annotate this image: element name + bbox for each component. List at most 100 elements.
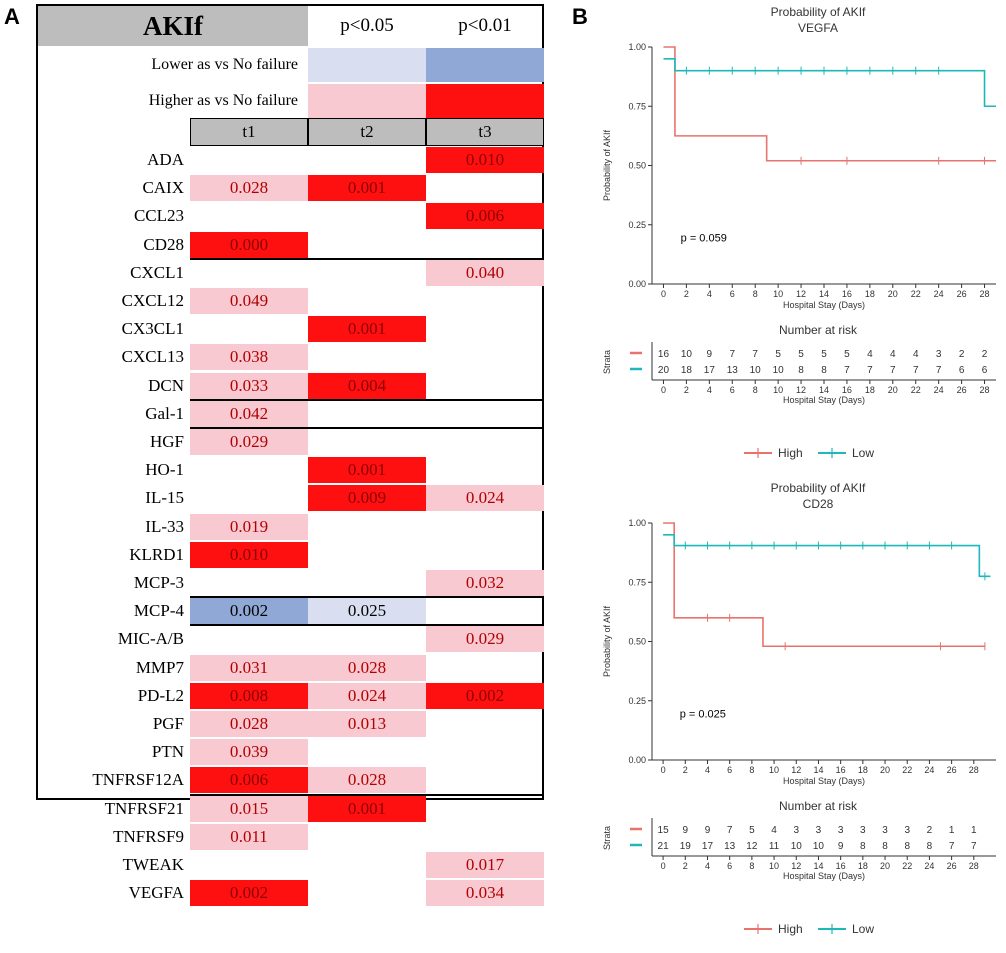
gene-label: TNFRSF9 [113, 826, 184, 846]
risk-count: 3 [882, 825, 888, 836]
table-row: HO-1 0.001 [38, 456, 542, 484]
x-tick-label: 12 [796, 289, 806, 299]
risk-count: 20 [658, 365, 670, 376]
table-row: CXCL1 0.040 [38, 259, 544, 287]
table-cell: 0.025 [308, 598, 426, 625]
x-tick-label: 6 [730, 289, 735, 299]
risk-count: 8 [860, 841, 866, 852]
gene-label: Gal-1 [145, 403, 184, 423]
risk-count: 7 [949, 841, 955, 852]
table-row: CX3CL1 0.001 [38, 315, 542, 343]
gene-label: VEGFA [128, 883, 184, 903]
x-tick-label: 28 [980, 289, 990, 299]
table-cell [426, 175, 544, 201]
risk-x-tick-label: 16 [842, 385, 852, 395]
risk-count: 7 [729, 349, 735, 360]
risk-count: 5 [798, 349, 804, 360]
gene-label: CXCL12 [121, 291, 184, 310]
x-tick-label: 4 [707, 289, 712, 299]
table-cell: 0.001 [308, 175, 426, 202]
risk-count: 10 [681, 349, 693, 360]
table-cell [190, 260, 308, 286]
gene-label: CX3CL1 [121, 319, 184, 339]
table-cell [190, 203, 308, 229]
table-cell: 0.006 [426, 203, 544, 230]
table-cell [190, 852, 308, 878]
table-cell: 0.001 [308, 316, 426, 343]
table-row: CCL23 0.006 [38, 202, 544, 230]
risk-count: 7 [890, 365, 896, 376]
gene-label: ADA [147, 150, 184, 169]
table-row: TWEAK 0.017 [38, 851, 544, 879]
x-tick-label: 20 [888, 289, 898, 299]
gene-label: TWEAK [122, 855, 184, 874]
table-cell: 0.038 [190, 344, 308, 371]
risk-x-tick-label: 28 [980, 385, 990, 395]
risk-count: 4 [913, 349, 919, 360]
gene-label: CAIX [142, 178, 184, 198]
x-tick-label: 26 [957, 289, 967, 299]
risk-x-tick-label: 4 [705, 861, 710, 871]
table-row: CXCL12 0.049 [38, 287, 542, 315]
gene-label: KLRD1 [129, 544, 184, 564]
table-row: DCN 0.033 0.004 [38, 372, 542, 400]
gene-label: CXCL1 [130, 262, 184, 282]
risk-count: 7 [867, 365, 873, 376]
x-tick-label: 18 [865, 289, 875, 299]
gene-label: CD28 [143, 234, 184, 254]
table-cell: 0.008 [190, 682, 308, 709]
risk-count: 3 [816, 825, 822, 836]
risk-count: 7 [913, 365, 919, 376]
legend-lower-weak-swatch [308, 48, 426, 82]
risk-count: 1 [971, 825, 977, 836]
gene-label: DCN [148, 375, 184, 395]
survival-curve-high [663, 522, 985, 648]
risk-x-tick-label: 18 [865, 385, 875, 395]
legend-lower-strong-swatch [426, 48, 544, 82]
risk-x-tick-label: 24 [934, 385, 944, 395]
table-cell [426, 824, 544, 850]
risk-x-tick-label: 6 [727, 861, 732, 871]
x-tick-label: 10 [773, 289, 783, 299]
table-cell: 0.024 [308, 682, 426, 709]
legend-lower-label: Lower as vs No failure [151, 56, 298, 73]
gene-label: HGF [149, 432, 184, 451]
risk-count: 9 [838, 841, 844, 852]
risk-x-tick-label: 8 [749, 861, 754, 871]
risk-x-tick-label: 16 [836, 861, 846, 871]
table-cell: 0.040 [426, 259, 544, 286]
table-row: HGF 0.029 [38, 428, 542, 456]
risk-count: 3 [838, 825, 844, 836]
table-cell: 0.009 [308, 485, 426, 512]
risk-x-tick-label: 12 [796, 385, 806, 395]
risk-x-tick-label: 24 [924, 861, 934, 871]
risk-count: 17 [704, 365, 716, 376]
row-divider [190, 257, 544, 260]
table-cell [308, 852, 426, 878]
risk-x-tick-label: 28 [969, 861, 979, 871]
row-divider [190, 596, 544, 599]
risk-x-tick-label: 10 [769, 861, 779, 871]
legend-higher-strong-swatch [426, 84, 544, 118]
table-cell: 0.006 [190, 767, 308, 794]
risk-count: 4 [771, 825, 777, 836]
x-tick-label: 16 [842, 289, 852, 299]
p-value-annotation: p = 0.025 [680, 708, 726, 720]
table-cell: 0.033 [190, 372, 308, 399]
p-value-annotation: p = 0.059 [681, 232, 727, 244]
table-cell: 0.002 [190, 598, 308, 625]
table-cell: 0.017 [426, 852, 544, 878]
x-tick-label: 18 [858, 765, 868, 775]
survival-curve-low [663, 58, 996, 108]
table-cell [190, 626, 308, 652]
table-cell: 0.015 [190, 795, 308, 822]
table-row: MCP-4 0.002 0.025 [38, 597, 542, 625]
gene-label: HO-1 [145, 460, 184, 480]
risk-x-tick-label: 18 [858, 861, 868, 871]
risk-count: 9 [705, 825, 711, 836]
y-tick-label: 0.00 [628, 755, 646, 765]
gene-label: PD-L2 [137, 685, 184, 705]
panel-label-a: A [4, 4, 20, 29]
risk-x-tick-label: 2 [683, 861, 688, 871]
risk-count: 4 [890, 349, 896, 360]
